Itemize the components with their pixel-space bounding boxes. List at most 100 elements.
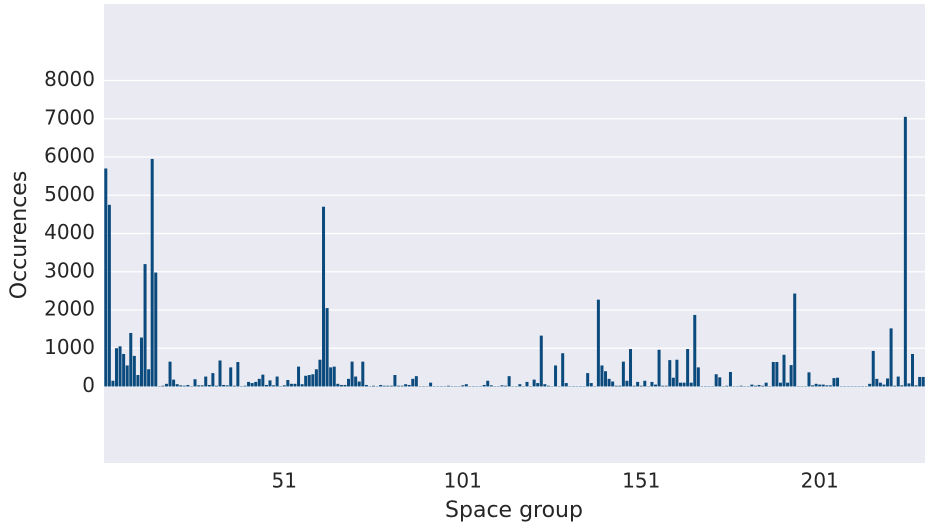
bar [793,294,796,387]
bar [897,377,900,387]
bar [115,348,118,386]
bar [165,384,168,387]
bar [818,385,821,387]
bar [882,385,885,387]
bar [775,362,778,386]
bar [740,386,743,387]
bar [611,382,614,387]
bar [401,386,404,387]
bar [643,381,646,387]
bar [483,385,486,387]
bar [686,349,689,386]
bar [911,354,914,387]
bar [365,385,368,387]
bar [875,379,878,387]
bar [815,384,818,387]
y-tick-label: 1000 [44,335,95,359]
bar [283,385,286,386]
bar [832,378,835,386]
bar [718,377,721,386]
bar [561,353,564,386]
bar [461,385,464,386]
bar [194,379,197,386]
bar [311,374,314,386]
bar [490,385,493,386]
bar [486,381,489,387]
bar [347,379,350,387]
bar [404,384,407,386]
bar [226,385,229,386]
bar [697,367,700,386]
bar [886,378,889,386]
bar [725,386,728,387]
bar [265,385,268,387]
bar [518,384,521,386]
bar [301,384,304,386]
bar [222,385,225,387]
bar [304,376,307,387]
bar [554,365,557,386]
x-tick-label: 51 [272,469,297,493]
bar [276,377,279,387]
bar [211,373,214,386]
bar [108,205,111,387]
bar [590,383,593,386]
bar [654,385,657,387]
bar [918,377,921,387]
bar [219,360,222,386]
y-tick-label: 7000 [44,105,95,129]
bar [172,380,175,387]
bar [215,386,218,387]
bar [390,386,393,387]
bar [447,386,450,387]
bar [807,372,810,386]
bar [136,375,139,386]
x-tick-label: 201 [801,469,839,493]
bar [790,365,793,386]
bar [650,382,653,387]
bar [907,383,910,386]
bar [608,379,611,387]
bar [261,375,264,387]
bar [126,365,129,386]
bar [675,360,678,387]
bar [129,333,132,387]
bar [397,386,400,387]
bar [204,377,207,387]
bar [243,386,246,387]
bar [750,385,753,387]
bar [272,385,275,386]
bar [640,386,643,387]
bar [625,381,628,387]
bar [504,386,507,387]
bar [786,383,789,387]
bar [729,372,732,387]
bar [658,350,661,387]
bar [779,383,782,387]
bar [922,377,925,387]
bar [340,385,343,387]
bar [258,379,261,387]
bar [783,355,786,387]
bar [183,386,186,387]
bar [147,369,150,386]
bar [429,383,432,387]
bar [411,379,414,387]
bar [693,315,696,387]
bar [122,354,125,387]
bar [890,328,893,386]
bar [668,360,671,386]
bar [618,386,621,387]
bar [297,367,300,387]
bar [683,383,686,387]
bar [336,384,339,387]
bar [629,349,632,386]
bar [825,385,828,386]
bar [772,362,775,386]
y-tick-label: 2000 [44,297,95,321]
bar [251,383,254,386]
bar [540,336,543,387]
x-tick-label: 101 [444,469,482,493]
x-axis-label: Space group [445,498,583,523]
